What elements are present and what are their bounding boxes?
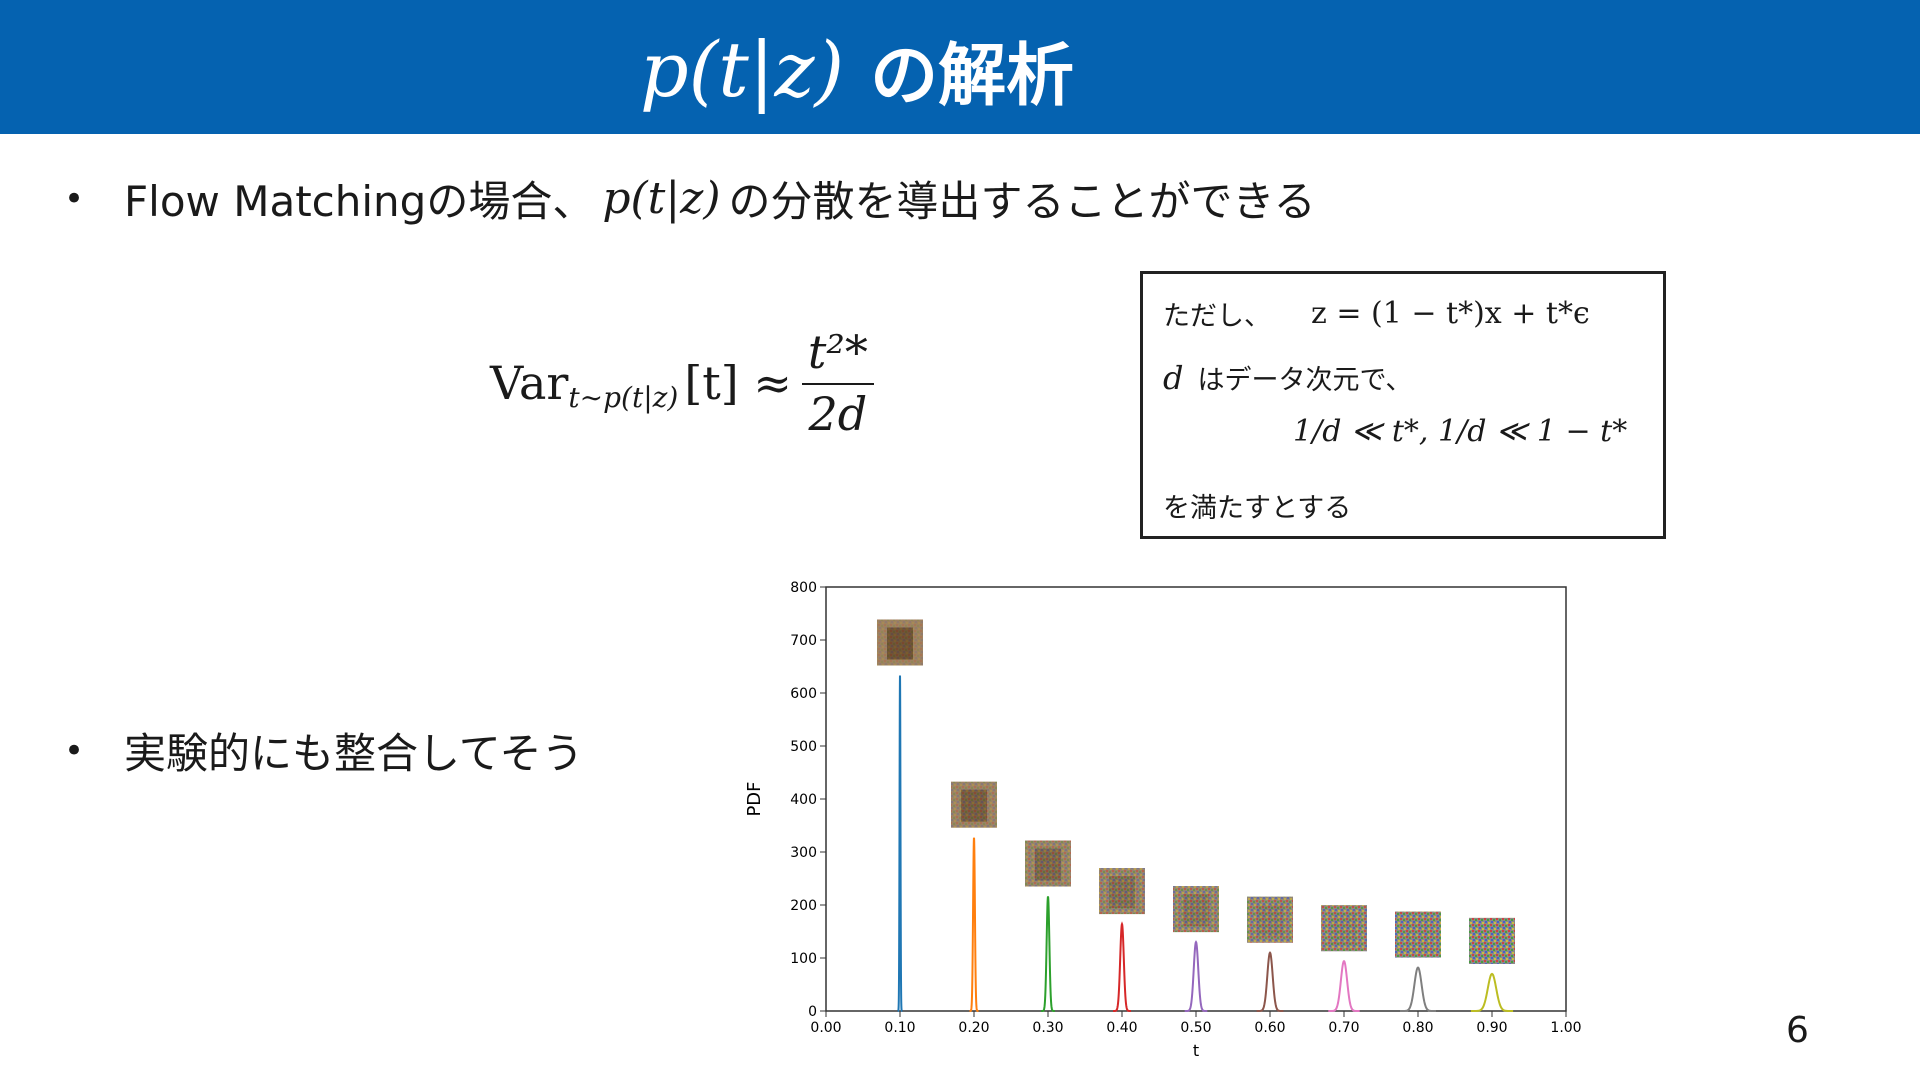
note-line3-formula: 1/d ≪ t*, 1/d ≪ 1 − t* xyxy=(1293,414,1628,449)
noisy-image-thumbnail xyxy=(1025,840,1071,887)
note-line4-text: を満たすとする xyxy=(1163,493,1352,524)
y-tick-label: 300 xyxy=(790,845,817,861)
x-tick-label: 0.50 xyxy=(1180,1020,1211,1036)
noisy-image-thumbnail xyxy=(1321,905,1367,952)
thumbnail-noise xyxy=(1321,905,1367,952)
thumbnail-noise xyxy=(951,781,997,828)
bullet-variance: • Flow Matchingの場合、 p(t|z) の分散を導出することができ… xyxy=(64,168,1316,229)
note-line1-text: ただし、 xyxy=(1163,301,1271,332)
y-tick-label: 400 xyxy=(790,792,817,808)
bullet-formula: p(t|z) xyxy=(602,173,721,224)
y-tick-label: 500 xyxy=(790,739,817,755)
x-tick-label: 0.80 xyxy=(1402,1020,1433,1036)
x-tick-label: 0.10 xyxy=(884,1020,915,1036)
pdf-chart: 0 100 200 300 400 500 600 700 800 0.00 0.10 0.20 0.… xyxy=(744,580,1582,1060)
title-formula: p(t|z) xyxy=(640,24,845,114)
y-tick-label: 700 xyxy=(790,633,817,649)
page-number: 6 xyxy=(1786,1010,1809,1051)
pdf-curve-7 xyxy=(1328,959,1360,1012)
noisy-image-thumbnail xyxy=(1173,886,1219,933)
equation-lhs: Var xyxy=(490,356,569,410)
thumbnail-noise xyxy=(1395,911,1441,958)
thumbnail-noise xyxy=(1025,840,1071,887)
title-bar: p(t|z) の解析 xyxy=(0,0,1920,134)
y-tick-label: 800 xyxy=(790,580,817,596)
equation-numerator: t²* xyxy=(801,325,874,385)
y-axis-label: PDF xyxy=(744,781,765,816)
note-line1-formula: z = (1 − t*)x + t*ϵ xyxy=(1311,296,1590,331)
bullet-dot: • xyxy=(64,730,85,771)
equation-denominator: 2d xyxy=(808,387,868,441)
noisy-image-thumbnail xyxy=(877,619,923,666)
pdf-curve-3 xyxy=(1041,896,1055,1012)
assumption-box: ただし、 z = (1 − t*)x + t*ϵ d はデータ次元で、 1/d … xyxy=(1140,271,1666,539)
pdf-curve-9 xyxy=(1470,972,1514,1012)
bullet-text-prefix: Flow Matchingの場合、 xyxy=(124,177,595,226)
equation-arg: [t] ≈ xyxy=(684,356,792,410)
y-tick-label: 100 xyxy=(790,951,817,967)
variance-equation: Var t∼p(t|z) [t] ≈ t²* 2d xyxy=(490,318,884,448)
x-tick-label: 0.20 xyxy=(958,1020,989,1036)
pdf-curve-1 xyxy=(897,675,903,1012)
thumbnail-noise xyxy=(1469,917,1515,964)
bullet-text: 実験的にも整合してそう xyxy=(124,729,584,778)
x-tick-label: 0.30 xyxy=(1032,1020,1063,1036)
x-tick-label: 0.40 xyxy=(1106,1020,1137,1036)
x-tick-label: 0.70 xyxy=(1328,1020,1359,1036)
x-tick-label: 0.60 xyxy=(1254,1020,1285,1036)
pdf-curve-2 xyxy=(969,837,979,1012)
x-tick-label: 0.90 xyxy=(1476,1020,1507,1036)
thumbnail-noise xyxy=(1173,886,1219,933)
noisy-image-thumbnail xyxy=(1395,911,1441,958)
bullet-dot: • xyxy=(64,178,85,219)
x-tick-label: 1.00 xyxy=(1550,1020,1581,1036)
bullet-text-suffix: の分散を導出することができる xyxy=(728,177,1316,226)
thumbnail-noise xyxy=(877,619,923,666)
x-axis-label: t xyxy=(1193,1041,1199,1060)
pdf-curve-8 xyxy=(1400,966,1436,1012)
y-tick-label: 200 xyxy=(790,898,817,914)
pdf-curve-5 xyxy=(1184,940,1208,1012)
note-line2-formula: d xyxy=(1163,358,1184,397)
x-tick-label: 0.00 xyxy=(810,1020,841,1036)
noisy-image-thumbnail xyxy=(1469,917,1515,964)
y-tick-label: 0 xyxy=(808,1004,817,1020)
noisy-image-thumbnail xyxy=(1099,868,1145,915)
pdf-curve-4 xyxy=(1113,921,1131,1012)
noisy-image-thumbnail xyxy=(1247,896,1293,943)
title-text: の解析 xyxy=(870,36,1075,116)
page-title: p(t|z) の解析 xyxy=(640,14,1074,124)
equation-fraction: t²* 2d xyxy=(801,325,874,441)
noisy-image-thumbnail xyxy=(951,781,997,828)
note-line2-text: はデータ次元で、 xyxy=(1197,365,1413,396)
bullet-experiment: • 実験的にも整合してそう xyxy=(64,720,583,781)
pdf-curve-6 xyxy=(1256,951,1284,1012)
equation-subscript: t∼p(t|z) xyxy=(568,380,679,414)
thumbnail-noise xyxy=(1247,896,1293,943)
y-tick-label: 600 xyxy=(790,686,817,702)
thumbnail-noise xyxy=(1099,868,1145,915)
